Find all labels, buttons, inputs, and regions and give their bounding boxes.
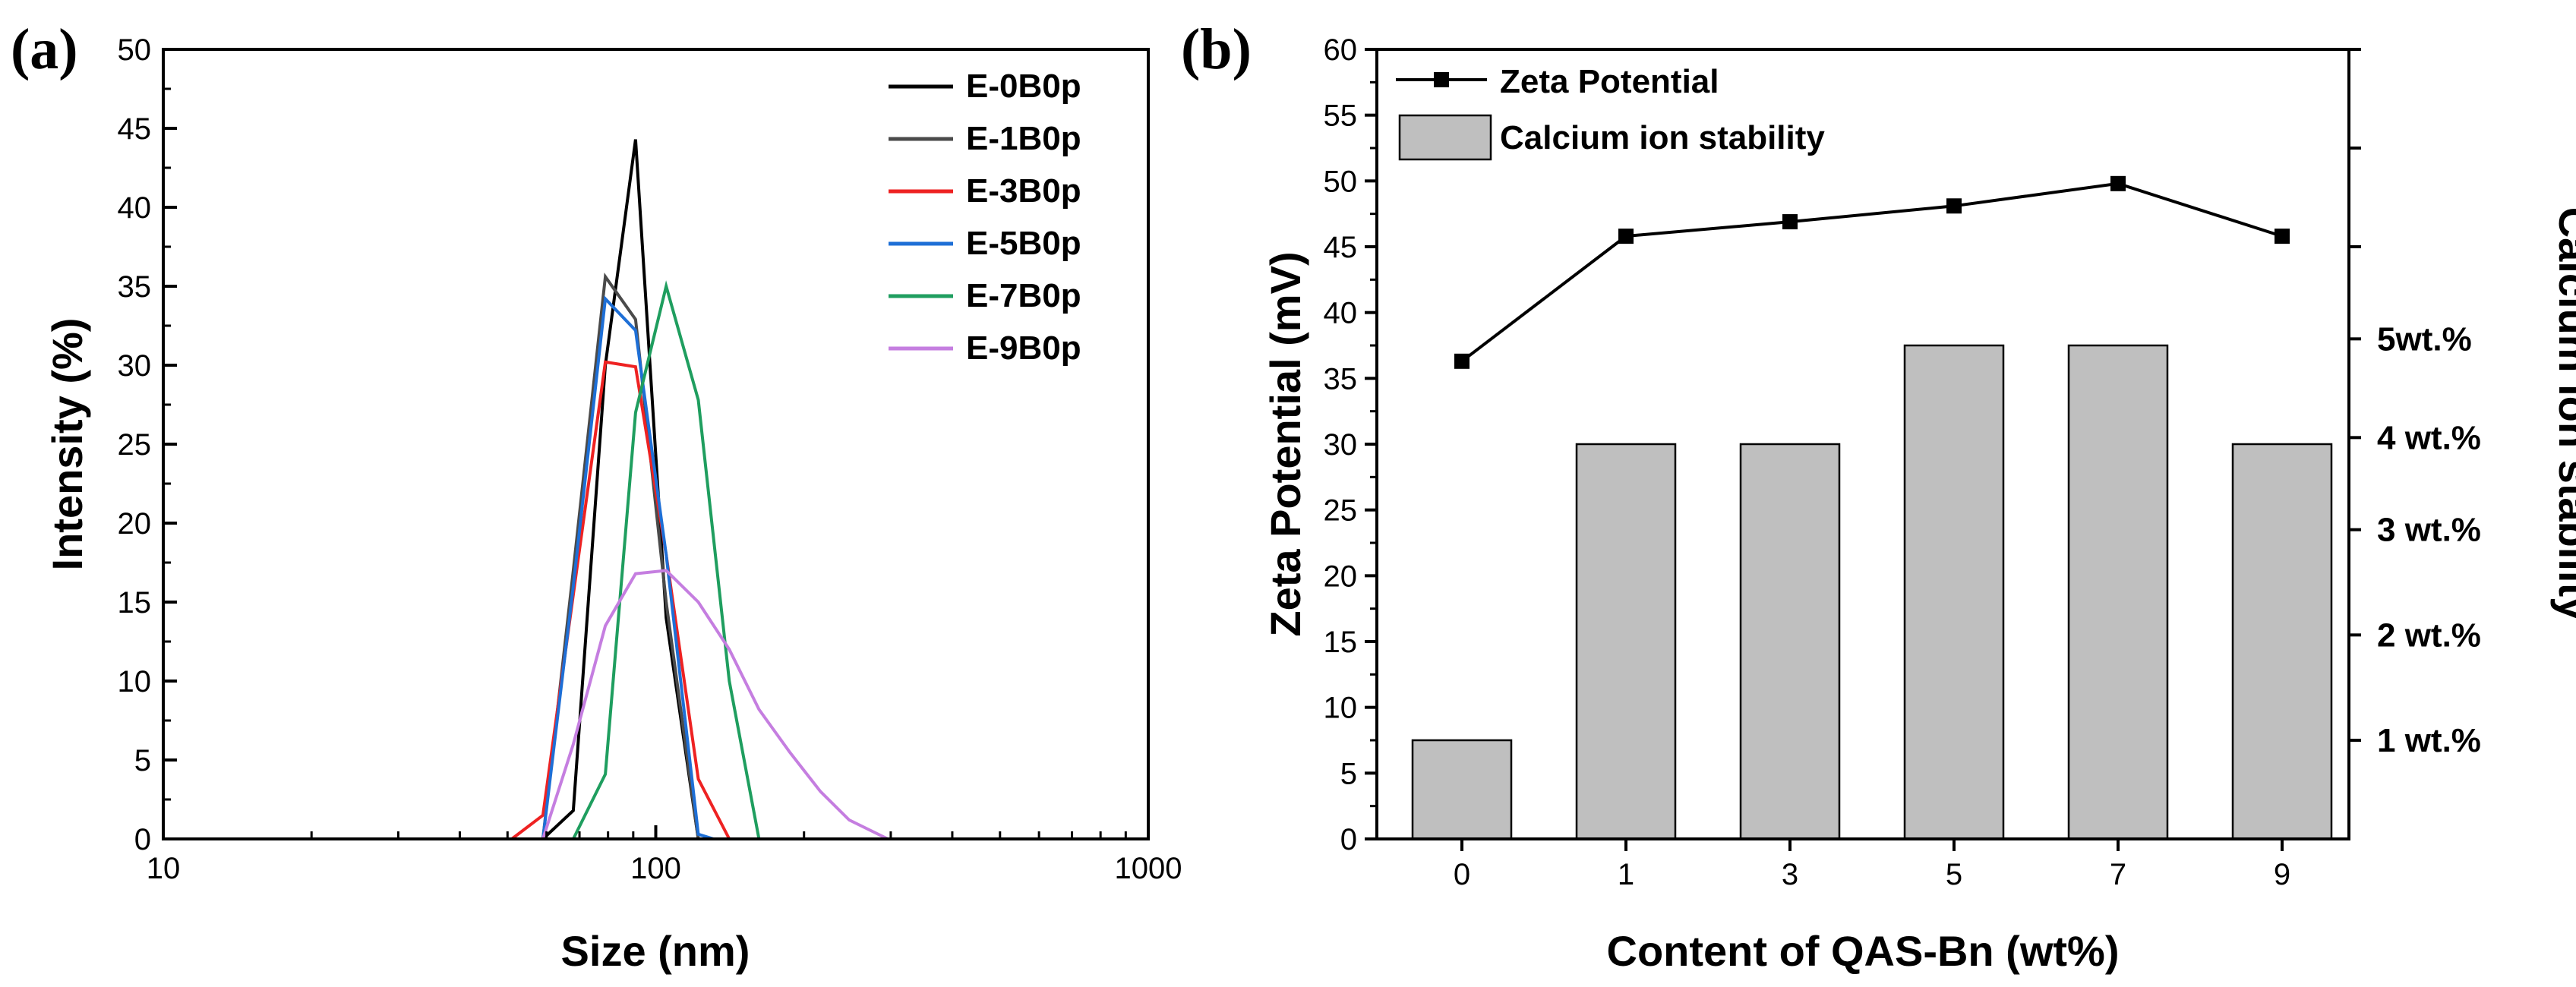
panel-b-label: (b) [1181, 17, 1252, 81]
x-tick-label: 1000 [1115, 852, 1182, 885]
right-tick-label: 3 wt.% [2377, 512, 2481, 549]
y-axis-title-b: Zeta Potential (mV) [1261, 251, 1309, 636]
series-line-E-3B0p [510, 360, 731, 840]
x-tick-label: 9 [2274, 858, 2290, 891]
legend-swatch-bar [1398, 114, 1492, 161]
x-tick-label: 1 [1618, 858, 1634, 891]
y-tick-label: 25 [1324, 494, 1358, 528]
zeta-line [1460, 181, 2283, 363]
calcium-bar-5 [1903, 344, 2005, 840]
legend-label: E-3B0p [966, 172, 1081, 210]
zeta-point-3 [1782, 214, 1798, 230]
y-tick-label: 5 [134, 744, 151, 777]
legend-label: E-7B0p [966, 277, 1081, 314]
y-tick-label: 45 [118, 112, 152, 146]
legend-label: E-0B0p [966, 68, 1081, 105]
size-distribution-chart: 0 5 10 15 20 25 30 35 40 45 50 10 100 1000 E-0B0p E-1B… [43, 33, 1182, 975]
y-tick-label: 20 [118, 507, 152, 541]
y-tick-label: 50 [1324, 165, 1358, 198]
legend-label: E-5B0p [966, 225, 1081, 262]
right-tick-label: 2 wt.% [2377, 616, 2481, 654]
plot-b-frame [1375, 48, 2350, 840]
zeta-point-1 [1618, 229, 1634, 244]
y-tick-label: 30 [1324, 428, 1358, 462]
y-tick-label: 15 [1324, 626, 1358, 659]
legend-swatch-marker [1434, 72, 1449, 87]
calcium-bar-7 [2067, 344, 2169, 840]
calcium-bar-0 [1411, 739, 1513, 840]
y-tick-label: 10 [118, 665, 152, 698]
zeta-point-5 [1946, 198, 1962, 214]
x-axis-title-b: Content of QAS-Bn (wt%) [1607, 927, 2120, 975]
x-tick-label: 7 [2110, 858, 2126, 891]
y-tick-label: 40 [118, 191, 152, 225]
series-line-E-5B0p [541, 295, 715, 840]
series-line-E-9B0p [541, 569, 889, 840]
x-tick-label: 5 [1946, 858, 1962, 891]
calcium-bar-9 [2231, 443, 2333, 840]
plot-a-axes: 0 5 10 15 20 25 30 35 40 45 50 10 100 1000 [118, 33, 1182, 885]
y-tick-label: 35 [118, 270, 152, 304]
zeta-potential-line [1454, 175, 2290, 369]
y-tick-label: 60 [1324, 33, 1358, 67]
x-tick-label: 100 [630, 852, 681, 885]
y-tick-label: 0 [134, 823, 151, 856]
legend-label: E-9B0p [966, 330, 1081, 367]
x-tick-label: 10 [147, 852, 181, 885]
y-tick-label: 0 [1340, 823, 1357, 856]
y-tick-label: 30 [118, 349, 152, 383]
y-axis-title-a: Intensity (%) [43, 318, 91, 571]
plot-a-legend: E-0B0p E-1B0p E-3B0p E-5B0p E-7B0p E-9B0p [889, 68, 1081, 367]
y-tick-label: 15 [118, 586, 152, 620]
y-tick-label: 25 [118, 428, 152, 462]
y-tick-label: 40 [1324, 297, 1358, 330]
calcium-bar-3 [1739, 443, 1841, 840]
right-tick-label: 1 wt.% [2377, 722, 2481, 759]
y-tick-label: 45 [1324, 231, 1358, 264]
y-tick-label: 55 [1324, 99, 1358, 133]
size-distribution-lines [510, 139, 889, 840]
zeta-point-0 [1454, 353, 1470, 369]
right-tick-label: 5wt.% [2377, 320, 2472, 358]
plot-b-legend: Zeta Potential Calcium ion stability [1396, 63, 1825, 161]
zeta-point-7 [2110, 175, 2126, 191]
x-tick-label: 3 [1782, 858, 1798, 891]
y-tick-label: 20 [1324, 560, 1358, 593]
x-axis-title-a: Size (nm) [561, 927, 750, 975]
right-axis-title-b: Calcium ion stability [2550, 207, 2576, 621]
zeta-point-9 [2275, 229, 2290, 244]
y-tick-label: 35 [1324, 362, 1358, 396]
y-tick-label: 5 [1340, 757, 1357, 790]
legend-label: Zeta Potential [1500, 63, 1719, 100]
legend-label: Calcium ion stability [1500, 119, 1825, 156]
calcium-stability-bars [1411, 344, 2333, 840]
series-line-E-1B0p [541, 273, 700, 840]
right-tick-label: 4 wt.% [2377, 419, 2481, 456]
y-tick-label: 10 [1324, 692, 1358, 725]
x-tick-label: 0 [1454, 858, 1470, 891]
series-line-E-0B0p [541, 139, 700, 840]
legend-label: E-1B0p [966, 120, 1081, 157]
calcium-bar-1 [1575, 443, 1677, 840]
panel-a-label: (a) [11, 17, 78, 81]
y-tick-label: 50 [118, 33, 152, 67]
series-line-E-7B0p [572, 280, 761, 840]
